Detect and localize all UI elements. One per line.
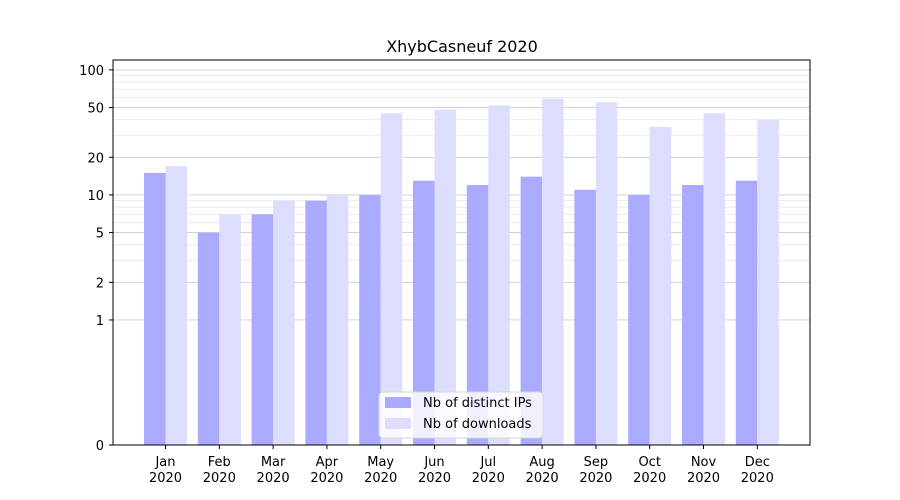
bar-distinct-ips — [413, 180, 435, 445]
bar-distinct-ips — [359, 194, 381, 445]
y-tick-label: 50 — [87, 102, 104, 117]
y-tick-label: 100 — [79, 64, 104, 79]
x-tick-label: Oct 2020 — [633, 455, 666, 486]
y-tick-label: 0 — [96, 439, 104, 454]
bar-distinct-ips — [735, 180, 758, 445]
x-tick-month: Jan — [154, 455, 175, 470]
legend-swatch-downloads — [385, 418, 411, 429]
bar-distinct-ips — [682, 185, 704, 445]
x-tick-month: May — [367, 455, 394, 470]
bar-downloads — [326, 194, 349, 445]
x-tick-month: Nov — [691, 455, 717, 470]
y-tick-label: 2 — [96, 276, 104, 291]
chart-title: XhybCasneuf 2020 — [386, 37, 538, 56]
x-tick-year: 2020 — [203, 471, 236, 486]
bar-distinct-ips — [251, 214, 274, 445]
bar-downloads — [703, 113, 725, 445]
x-tick-year: 2020 — [526, 471, 559, 486]
bar-distinct-ips — [574, 189, 596, 445]
x-tick-year: 2020 — [472, 471, 505, 486]
bar-downloads — [649, 126, 672, 446]
bar-downloads — [165, 166, 187, 445]
x-tick-year: 2020 — [257, 471, 290, 486]
x-tick-year: 2020 — [418, 471, 451, 486]
legend: Nb of distinct IPs Nb of downloads — [378, 391, 544, 439]
x-tick-label: Jan 2020 — [149, 455, 182, 486]
bar-downloads — [542, 98, 564, 446]
bar-downloads — [595, 102, 618, 445]
bar-distinct-ips — [466, 185, 489, 445]
y-tick-label: 20 — [87, 151, 104, 166]
bar-distinct-ips — [520, 176, 543, 445]
x-tick-year: 2020 — [579, 471, 612, 486]
legend-box — [378, 391, 544, 439]
x-tick-label: Apr 2020 — [310, 455, 343, 486]
x-tick-month: Sep — [584, 455, 609, 470]
y-tick-label: 10 — [87, 189, 104, 204]
x-tick-month: Dec — [745, 455, 770, 470]
bar-distinct-ips — [305, 200, 327, 445]
bars-layer — [144, 98, 779, 446]
x-tick-year: 2020 — [741, 471, 774, 486]
x-tick-month: Jul — [479, 455, 496, 470]
legend-label-distinct-ips: Nb of distinct IPs — [423, 396, 532, 411]
x-tick-year: 2020 — [310, 471, 343, 486]
x-tick-month: Jun — [423, 455, 444, 470]
x-tick-month: Mar — [261, 455, 286, 470]
legend-swatch-distinct-ips — [385, 397, 411, 408]
bar-downloads — [434, 109, 456, 445]
plot-frame — [112, 59, 811, 446]
bar-downloads — [273, 200, 295, 445]
x-tick-month: Feb — [208, 455, 231, 470]
x-tick-month: Apr — [316, 455, 339, 470]
bar-downloads — [757, 119, 779, 446]
bar-distinct-ips — [197, 232, 220, 445]
x-tick-month: Aug — [529, 455, 554, 470]
x-tick-year: 2020 — [364, 471, 397, 486]
y-tick-label: 1 — [96, 314, 104, 329]
x-tick-month: Oct — [638, 455, 660, 470]
bar-downloads — [219, 214, 241, 445]
x-tick-label: Mar 2020 — [257, 455, 290, 486]
x-tick-label: Feb 2020 — [203, 455, 236, 486]
bar-distinct-ips — [144, 172, 166, 445]
x-tick-label: Jun 2020 — [418, 455, 451, 486]
x-tick-label: Jul 2020 — [472, 455, 505, 486]
x-tick-year: 2020 — [633, 471, 666, 486]
x-tick-label: Nov 2020 — [687, 455, 720, 486]
legend-label-downloads: Nb of downloads — [423, 417, 532, 432]
x-tick-label: May 2020 — [364, 455, 397, 486]
bar-distinct-ips — [628, 194, 650, 445]
bar-downloads — [488, 105, 510, 446]
x-tick-year: 2020 — [149, 471, 182, 486]
x-tick-label: Aug 2020 — [526, 455, 559, 486]
y-tick-label: 5 — [96, 227, 104, 242]
x-tick-year: 2020 — [687, 471, 720, 486]
x-tick-label: Sep 2020 — [579, 455, 612, 486]
x-tick-label: Dec 2020 — [741, 455, 774, 486]
bar-downloads — [380, 113, 403, 445]
